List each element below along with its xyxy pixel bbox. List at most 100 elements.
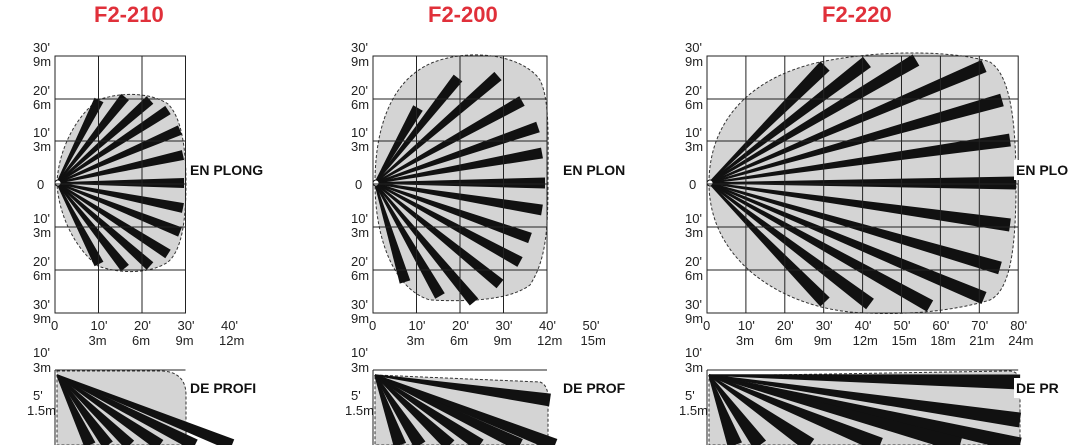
grid (55, 56, 186, 313)
top-view-label: EN PLON (563, 162, 625, 178)
y-tick-label: 20' (351, 83, 368, 98)
top-view-label: EN PLO (1016, 162, 1068, 178)
y-tick-label: 3m (351, 139, 369, 154)
y-tick-label: 10' (33, 211, 50, 226)
x-tick-label: 70' (971, 318, 988, 333)
side-view: 10'3m 5'1.5m DE PROF (345, 345, 671, 445)
side-view-label-group: DE PROF (561, 378, 671, 398)
x-tick-label: 12m (537, 333, 562, 348)
y-tick-label: 30' (685, 297, 702, 312)
x-tick-label: 21m (969, 333, 994, 348)
y-tick-label: 9m (33, 54, 51, 69)
y-tick-label: 0 (689, 177, 696, 192)
x-tick-label: 50' (894, 318, 911, 333)
x-tick-label: 30' (816, 318, 833, 333)
top-view-label: EN PLONG (190, 162, 263, 178)
top-view-label-group: EN PLON (561, 160, 671, 180)
x-tick-label: 3m (736, 333, 754, 348)
y-tick-label: 20' (33, 254, 50, 269)
y-tick-label: 3m (351, 225, 369, 240)
y-tick-label: 9m (351, 54, 369, 69)
side-y-label: 5' (351, 388, 361, 403)
side-y-label: 10' (685, 345, 702, 360)
sensor-point (707, 180, 713, 186)
x-tick-label: 20' (134, 318, 151, 333)
y-tick-label: 3m (33, 139, 51, 154)
side-y-label: 1.5m (345, 403, 374, 418)
x-tick-label: 9m (494, 333, 512, 348)
y-tick-label: 6m (33, 97, 51, 112)
y-tick-label: 6m (33, 268, 51, 283)
x-tick-label: 0 (703, 318, 710, 333)
y-tick-label: 6m (685, 97, 703, 112)
y-tick-label: 10' (351, 211, 368, 226)
side-view-label: DE PROFI (190, 380, 256, 396)
x-tick-label: 15m (581, 333, 606, 348)
x-tick-label: 30' (496, 318, 513, 333)
side-y-label: 5' (685, 388, 695, 403)
x-tick-label: 0 (51, 318, 58, 333)
side-y-label: 3m (685, 360, 703, 375)
side-y-label: 1.5m (27, 403, 56, 418)
x-tick-label: 6m (132, 333, 150, 348)
y-tick-label: 30' (351, 40, 368, 55)
y-tick-label: 9m (33, 311, 51, 326)
side-view: 10'3m 5'1.5m DE PR (679, 345, 1092, 445)
x-tick-label: 10' (738, 318, 755, 333)
y-tick-label: 6m (351, 268, 369, 283)
x-tick-label: 24m (1008, 333, 1033, 348)
y-tick-label: 6m (685, 268, 703, 283)
side-view-label-group: DE PR (1014, 378, 1092, 398)
x-tick-label: 6m (450, 333, 468, 348)
x-tick-label: 20' (452, 318, 469, 333)
x-tick-label: 15m (892, 333, 917, 348)
y-tick-label: 3m (685, 225, 703, 240)
x-tick-label: 3m (407, 333, 425, 348)
y-tick-label: 30' (685, 40, 702, 55)
side-y-label: 3m (351, 360, 369, 375)
sensor-point (55, 180, 61, 186)
y-tick-label: 3m (685, 139, 703, 154)
x-tick-label: 20' (777, 318, 794, 333)
top-view-label-group: EN PLO (1014, 160, 1092, 180)
x-tick-label: 3m (89, 333, 107, 348)
x-tick-label: 9m (814, 333, 832, 348)
y-tick-label: 20' (685, 254, 702, 269)
x-tick-label: 30' (178, 318, 195, 333)
y-tick-label: 9m (351, 311, 369, 326)
side-view-label-group: DE PROFI (188, 378, 298, 398)
y-tick-label: 30' (33, 40, 50, 55)
side-view: 10'3m5'1.5mDE PROFI (27, 345, 298, 445)
y-tick-label: 10' (685, 125, 702, 140)
side-view-label: DE PROF (563, 380, 626, 396)
x-tick-label: 80' (1010, 318, 1027, 333)
y-tick-label: 6m (351, 97, 369, 112)
panel-1: 30'9m20'6m10'3m010'3m20'6m30'9m 0 10'3m20'… (27, 40, 298, 445)
y-tick-label: 30' (33, 297, 50, 312)
y-tick-label: 20' (33, 83, 50, 98)
top-view-label-group: EN PLONG (188, 160, 298, 180)
y-tick-label: 20' (351, 254, 368, 269)
y-tick-label: 20' (685, 83, 702, 98)
y-tick-label: 10' (351, 125, 368, 140)
x-tick-label: 12m (853, 333, 878, 348)
y-tick-label: 0 (37, 177, 44, 192)
y-tick-label: 9m (685, 311, 703, 326)
y-tick-label: 10' (685, 211, 702, 226)
side-y-label: 3m (33, 360, 51, 375)
y-tick-label: 3m (33, 225, 51, 240)
y-tick-label: 10' (33, 125, 50, 140)
x-tick-label: 0 (369, 318, 376, 333)
x-tick-label: 10' (91, 318, 108, 333)
x-tick-label: 40' (221, 318, 238, 333)
side-view-label: DE PR (1016, 380, 1059, 396)
x-tick-label: 12m (219, 333, 244, 348)
x-tick-label: 40' (539, 318, 556, 333)
x-tick-label: 9m (176, 333, 194, 348)
x-tick-label: 50' (583, 318, 600, 333)
x-tick-label: 6m (775, 333, 793, 348)
